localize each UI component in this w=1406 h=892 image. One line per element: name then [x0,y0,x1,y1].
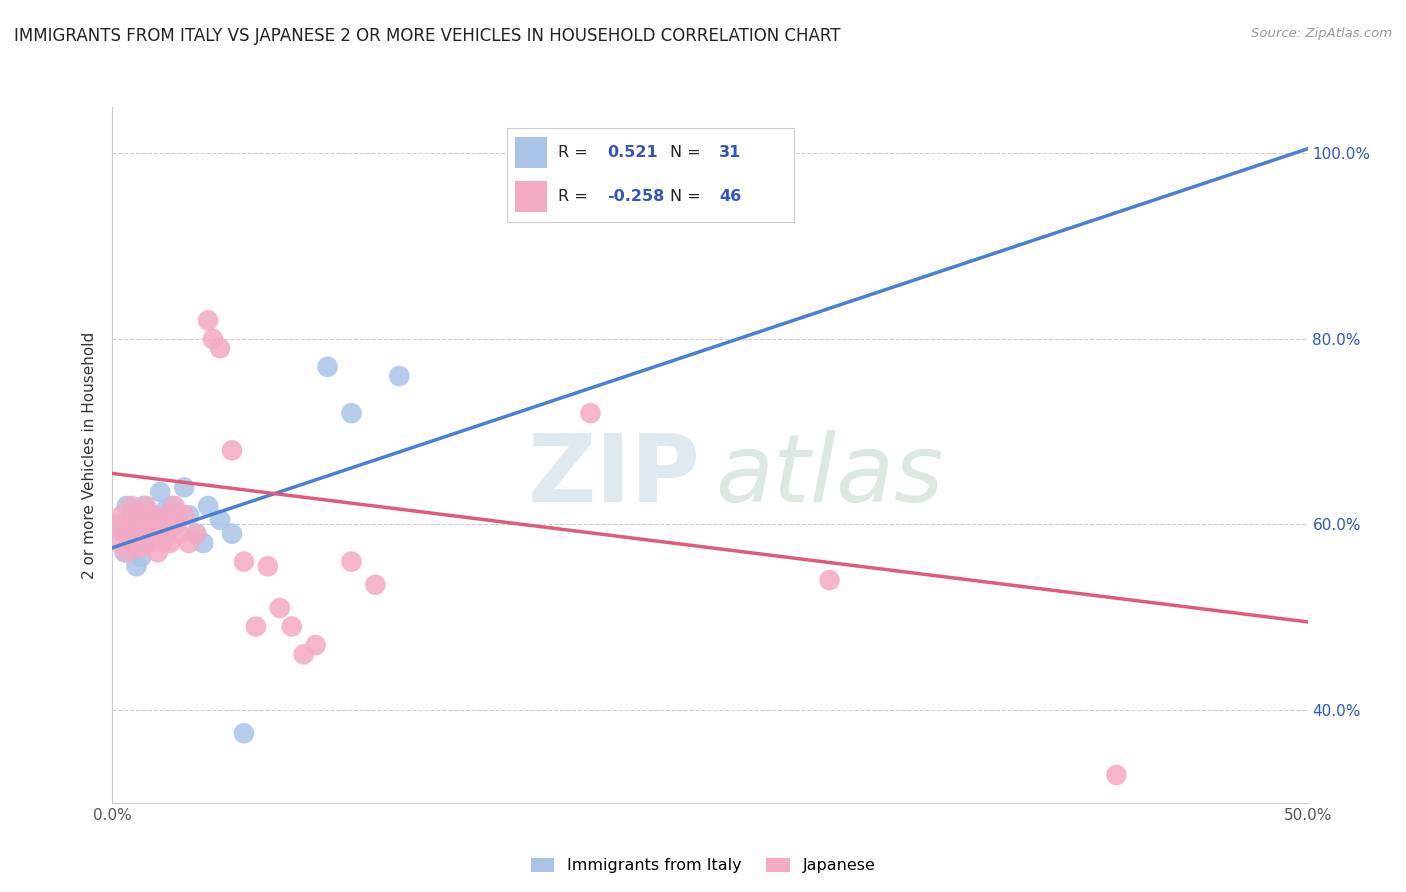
Point [579,406,602,420]
Point [122,536,145,550]
Point [221,443,243,458]
Point [305,638,328,652]
Point [121,499,143,513]
Point [128,522,150,536]
Legend: Immigrants from Italy, Japanese: Immigrants from Italy, Japanese [524,851,882,880]
Point [166,517,188,532]
Text: 0.521: 0.521 [607,145,658,160]
Point [138,536,160,550]
Point [173,480,195,494]
Bar [516,181,547,212]
Point [316,359,339,374]
Text: IMMIGRANTS FROM ITALY VS JAPANESE 2 OR MORE VEHICLES IN HOUSEHOLD CORRELATION CH: IMMIGRANTS FROM ITALY VS JAPANESE 2 OR M… [14,27,841,45]
Point [257,559,280,574]
Point [169,526,191,541]
Point [233,555,256,569]
Point [125,508,148,523]
Text: R =: R = [558,189,593,204]
Text: N =: N = [671,189,706,204]
Point [340,555,363,569]
Text: -0.258: -0.258 [607,189,665,204]
Point [145,526,167,541]
Point [135,499,157,513]
Point [152,536,174,550]
Point [115,499,138,513]
Point [1105,768,1128,782]
Text: ZIP: ZIP [529,430,700,522]
Point [114,545,135,559]
Point [153,522,176,536]
Point [139,522,162,536]
Point [111,508,134,523]
Point [173,508,195,523]
Point [105,517,128,532]
Point [115,545,138,559]
Point [108,536,131,550]
Point [163,499,186,513]
Point [197,499,219,513]
Point [159,522,181,536]
Text: 46: 46 [718,189,741,204]
Point [162,499,183,513]
Point [121,508,143,523]
Point [114,526,135,541]
Point [125,559,148,574]
Point [209,341,232,355]
Point [118,526,141,541]
Y-axis label: 2 or more Vehicles in Household: 2 or more Vehicles in Household [82,331,97,579]
Bar [516,137,547,169]
Point [108,522,131,536]
Point [177,508,200,523]
Text: 31: 31 [718,145,741,160]
Text: N =: N = [671,145,706,160]
Point [122,536,145,550]
Point [142,508,165,523]
Point [145,526,167,541]
Point [292,648,315,662]
Point [132,517,155,532]
Point [149,485,172,500]
Point [186,526,208,541]
Point [132,499,155,513]
Text: atlas: atlas [716,430,943,521]
Text: Source: ZipAtlas.com: Source: ZipAtlas.com [1251,27,1392,40]
Point [135,517,157,532]
Point [197,313,219,327]
Point [139,522,162,536]
Point [118,517,141,532]
Point [138,536,160,550]
Point [209,513,232,527]
Point [818,573,841,587]
Point [269,601,291,615]
Point [146,545,169,559]
Point [166,508,188,523]
Point [159,536,181,550]
Point [340,406,363,420]
Point [142,508,165,523]
Point [233,726,256,740]
Point [364,578,387,592]
Point [193,536,215,550]
Text: R =: R = [558,145,593,160]
Point [177,536,200,550]
Point [281,619,304,633]
Point [201,332,224,346]
Point [245,619,267,633]
Point [156,508,179,523]
Point [186,526,208,541]
Point [221,526,243,541]
Point [129,549,152,564]
Point [129,541,152,555]
Point [128,517,150,532]
Point [153,503,176,517]
Point [149,517,172,532]
Point [388,369,411,384]
Point [162,517,183,532]
